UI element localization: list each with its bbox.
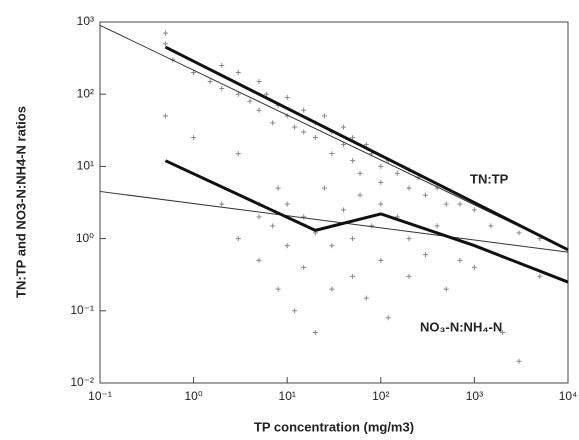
- data-point: [329, 151, 335, 157]
- data-point: [516, 358, 522, 364]
- data-point: [191, 69, 197, 75]
- fit-line: [99, 24, 569, 251]
- data-point: [406, 236, 412, 242]
- data-point: [500, 330, 506, 336]
- y-tick-label: 10¹: [77, 159, 94, 173]
- data-point: [378, 179, 384, 185]
- data-point: [219, 201, 225, 207]
- data-point: [162, 41, 168, 47]
- data-point: [219, 85, 225, 91]
- data-point: [235, 69, 241, 75]
- data-point: [247, 98, 253, 104]
- data-point: [301, 264, 307, 270]
- y-tick-label: 10⁻²: [70, 375, 94, 389]
- fit-line: [99, 190, 569, 253]
- data-point: [256, 257, 262, 263]
- data-point: [443, 286, 449, 292]
- y-axis-title: TN:TP and NO3-N:NH4-N ratios: [13, 106, 28, 298]
- y-tick-label: 10³: [77, 14, 94, 28]
- x-tick-label: 10⁰: [185, 389, 203, 403]
- data-point: [385, 315, 391, 321]
- x-tick-label: 10⁻¹: [88, 389, 112, 403]
- data-point: [363, 295, 369, 301]
- data-point: [378, 163, 384, 169]
- y-tick-label: 10²: [77, 86, 94, 100]
- data-point: [275, 286, 281, 292]
- data-point: [312, 135, 318, 141]
- data-point: [219, 62, 225, 68]
- data-point: [191, 135, 197, 141]
- data-point: [292, 124, 298, 130]
- data-point: [457, 257, 463, 263]
- plot-frame: [99, 21, 569, 384]
- data-point: [301, 129, 307, 135]
- data-point: [162, 30, 168, 36]
- x-tick-label: 10⁴: [559, 389, 578, 403]
- data-point: [516, 230, 522, 236]
- data-point: [350, 158, 356, 164]
- data-point: [312, 330, 318, 336]
- data-point: [378, 201, 384, 207]
- data-point: [457, 201, 463, 207]
- data-point: [329, 286, 335, 292]
- data-point: [443, 201, 449, 207]
- annotation: TN:TP: [470, 171, 509, 186]
- data-point: [357, 170, 363, 176]
- data-point: [321, 113, 327, 119]
- data-point: [341, 207, 347, 213]
- data-point: [256, 78, 262, 84]
- data-point: [292, 308, 298, 314]
- data-point: [235, 91, 241, 97]
- y-tick-label: 10⁰: [76, 231, 94, 245]
- data-point: [284, 243, 290, 249]
- x-tick-label: 10³: [466, 389, 483, 403]
- data-point: [235, 151, 241, 157]
- data-point: [357, 192, 363, 198]
- data-point: [341, 142, 347, 148]
- data-point: [270, 120, 276, 126]
- data-point: [369, 223, 375, 229]
- data-point: [275, 185, 281, 191]
- data-point: [256, 107, 262, 113]
- data-point: [301, 214, 307, 220]
- data-point: [350, 273, 356, 279]
- data-point: [471, 207, 477, 213]
- data-point: [270, 223, 276, 229]
- data-point: [422, 252, 428, 258]
- fit-line: [164, 159, 569, 284]
- data-point: [394, 170, 400, 176]
- data-point: [321, 185, 327, 191]
- data-point: [284, 201, 290, 207]
- x-tick-label: 10¹: [279, 389, 296, 403]
- data-point: [350, 135, 356, 141]
- data-point: [256, 214, 262, 220]
- data-point: [488, 223, 494, 229]
- data-point: [406, 185, 412, 191]
- data-point: [235, 236, 241, 242]
- data-point: [363, 142, 369, 148]
- data-point: [378, 257, 384, 263]
- data-point: [422, 192, 428, 198]
- data-point: [434, 223, 440, 229]
- fit-line: [164, 45, 569, 252]
- data-point: [350, 236, 356, 242]
- data-point: [537, 273, 543, 279]
- data-point: [301, 107, 307, 113]
- data-point: [207, 78, 213, 84]
- x-tick-label: 10²: [372, 389, 389, 403]
- data-point: [162, 113, 168, 119]
- x-axis-title: TP concentration (mg/m3): [254, 419, 414, 434]
- data-point: [406, 273, 412, 279]
- data-point: [263, 91, 269, 97]
- y-tick-label: 10⁻¹: [70, 303, 94, 317]
- data-point: [329, 243, 335, 249]
- data-point: [471, 264, 477, 270]
- annotation: NO₃-N:NH₄-N: [420, 319, 502, 334]
- data-point: [341, 124, 347, 130]
- data-point: [284, 95, 290, 101]
